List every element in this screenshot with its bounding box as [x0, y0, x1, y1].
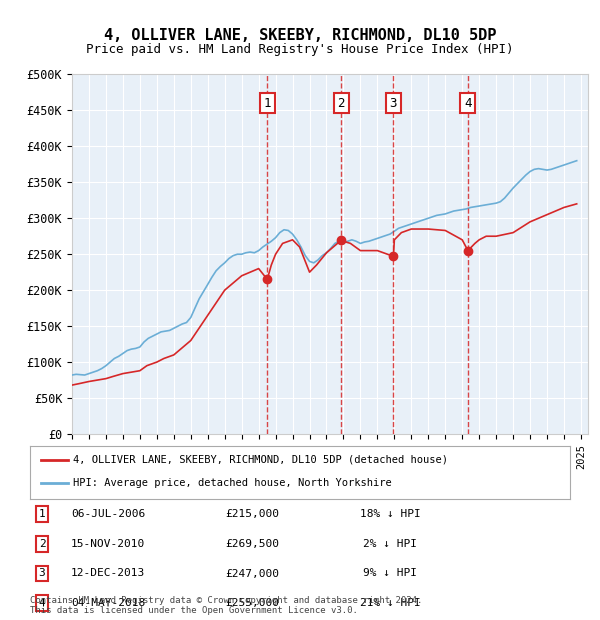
- Text: 3: 3: [389, 97, 397, 110]
- Text: 15-NOV-2010: 15-NOV-2010: [71, 539, 145, 549]
- Text: 1: 1: [38, 509, 46, 519]
- Text: 4: 4: [38, 598, 46, 608]
- Text: 4: 4: [464, 97, 472, 110]
- Text: £269,500: £269,500: [225, 539, 279, 549]
- Text: 06-JUL-2006: 06-JUL-2006: [71, 509, 145, 519]
- Text: 18% ↓ HPI: 18% ↓ HPI: [359, 509, 421, 519]
- Text: 3: 3: [38, 569, 46, 578]
- Text: Contains HM Land Registry data © Crown copyright and database right 2024.
This d: Contains HM Land Registry data © Crown c…: [30, 596, 422, 615]
- Text: 12-DEC-2013: 12-DEC-2013: [71, 569, 145, 578]
- Text: £215,000: £215,000: [225, 509, 279, 519]
- Text: 2: 2: [38, 539, 46, 549]
- Text: Price paid vs. HM Land Registry's House Price Index (HPI): Price paid vs. HM Land Registry's House …: [86, 43, 514, 56]
- Text: 4, OLLIVER LANE, SKEEBY, RICHMOND, DL10 5DP (detached house): 4, OLLIVER LANE, SKEEBY, RICHMOND, DL10 …: [73, 454, 448, 464]
- Text: £247,000: £247,000: [225, 569, 279, 578]
- Text: 2: 2: [338, 97, 345, 110]
- Text: 2% ↓ HPI: 2% ↓ HPI: [363, 539, 417, 549]
- Text: 4, OLLIVER LANE, SKEEBY, RICHMOND, DL10 5DP: 4, OLLIVER LANE, SKEEBY, RICHMOND, DL10 …: [104, 28, 496, 43]
- Text: £255,000: £255,000: [225, 598, 279, 608]
- Text: HPI: Average price, detached house, North Yorkshire: HPI: Average price, detached house, Nort…: [73, 478, 392, 489]
- Text: 9% ↓ HPI: 9% ↓ HPI: [363, 569, 417, 578]
- Text: 1: 1: [263, 97, 271, 110]
- Text: 04-MAY-2018: 04-MAY-2018: [71, 598, 145, 608]
- Text: 21% ↓ HPI: 21% ↓ HPI: [359, 598, 421, 608]
